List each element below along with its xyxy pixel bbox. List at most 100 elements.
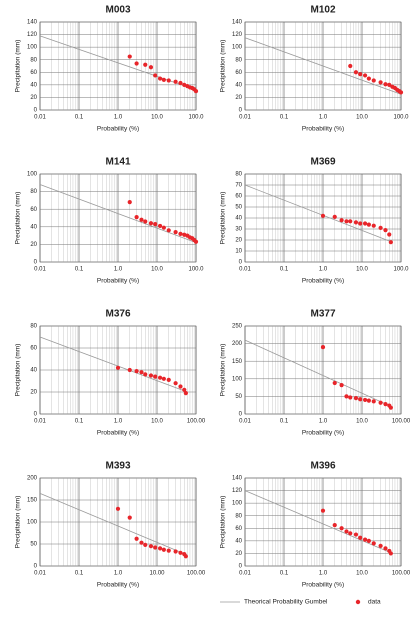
y-tick-label: 250 <box>232 324 243 330</box>
y-tick-label: 60 <box>235 526 242 532</box>
data-point <box>148 221 154 226</box>
data-point <box>320 508 326 513</box>
data-point <box>378 225 383 230</box>
data-point <box>332 380 337 386</box>
legend-label: data <box>368 599 381 606</box>
gumbel-line <box>39 493 188 556</box>
y-tick-label: 0 <box>239 412 243 418</box>
x-tick-label: 0.01 <box>239 267 251 273</box>
x-tick-label: 0.1 <box>280 571 289 577</box>
data-point <box>332 523 337 528</box>
x-axis-label: Probability (%) <box>302 582 344 589</box>
y-tick-label: 100 <box>232 501 243 507</box>
data-point <box>157 546 163 551</box>
y-tick-label: 100 <box>27 45 38 51</box>
x-tick-label: 1.0 <box>114 571 123 577</box>
y-axis-label: Precipitation (mm) <box>15 344 22 397</box>
data-point <box>371 399 376 404</box>
chart-title: M102 <box>310 5 335 16</box>
y-tick-label: 100 <box>27 172 38 178</box>
data-point <box>388 405 393 410</box>
data-point <box>378 543 383 548</box>
x-tick-label: 1.0 <box>114 419 123 425</box>
x-tick-label: 0.1 <box>280 267 289 273</box>
y-tick-label: 20 <box>30 95 37 101</box>
y-tick-label: 80 <box>235 513 242 519</box>
data-point <box>320 345 326 350</box>
data-point <box>173 549 178 554</box>
data-point <box>387 232 392 237</box>
data-point <box>139 540 144 545</box>
y-tick-label: 150 <box>27 498 38 504</box>
y-tick-label: 40 <box>30 368 37 374</box>
data-point <box>178 80 183 86</box>
data-point <box>161 547 166 552</box>
chart-title: M141 <box>105 157 130 168</box>
y-axis-label: Precipitation (mm) <box>220 192 227 245</box>
data-point <box>358 535 363 540</box>
x-axis-label: Probability (%) <box>302 126 344 133</box>
x-tick-label: 0.01 <box>239 571 251 577</box>
legend-label: Theorical Probability Gumbel <box>244 599 328 606</box>
data-point <box>143 372 148 377</box>
y-axis-label: Precipitation (mm) <box>220 40 227 93</box>
data-point <box>148 373 154 378</box>
y-tick-label: 100 <box>232 45 243 51</box>
data-point <box>339 383 344 388</box>
data-point <box>362 397 368 403</box>
y-tick-label: 140 <box>27 20 38 26</box>
data-point <box>348 63 353 69</box>
data-point <box>134 536 139 541</box>
y-tick-label: 100 <box>232 376 243 382</box>
gumbel-line <box>244 339 393 408</box>
y-tick-label: 70 <box>235 183 242 189</box>
y-axis-label: Precipitation (mm) <box>15 40 22 93</box>
data-point <box>366 222 371 227</box>
data-point <box>173 229 178 235</box>
x-tick-label: 0.1 <box>75 115 84 121</box>
y-tick-label: 200 <box>27 476 38 482</box>
y-tick-label: 60 <box>30 346 37 352</box>
data-point <box>115 506 121 511</box>
data-point <box>153 545 158 550</box>
gumbel-line <box>244 490 393 554</box>
y-axis-label: Precipitation (mm) <box>220 496 227 549</box>
data-point <box>332 214 337 219</box>
data-point <box>153 374 158 379</box>
data-point <box>383 82 388 87</box>
data-point <box>348 219 353 224</box>
data-point <box>143 62 148 67</box>
x-tick-label: 0.01 <box>34 419 46 425</box>
data-point <box>153 73 158 78</box>
data-point <box>353 532 359 537</box>
data-point <box>358 72 363 77</box>
x-tick-label: 1.0 <box>114 267 123 273</box>
data-point <box>182 387 187 392</box>
data-point <box>178 550 183 555</box>
data-point <box>348 395 353 400</box>
y-tick-label: 120 <box>232 488 243 494</box>
y-tick-label: 80 <box>30 57 37 63</box>
y-tick-label: 200 <box>232 341 243 347</box>
data-point <box>387 82 392 87</box>
data-point <box>143 542 148 547</box>
x-tick-label: 0.1 <box>280 115 289 121</box>
y-tick-label: 40 <box>235 82 242 88</box>
x-axis-label: Probability (%) <box>302 278 344 285</box>
data-point <box>378 80 383 85</box>
data-point <box>353 220 359 225</box>
data-point <box>339 526 344 531</box>
x-tick-label: 0.1 <box>280 419 289 425</box>
data-point <box>353 396 359 401</box>
y-tick-label: 30 <box>235 227 242 233</box>
data-point <box>383 402 388 407</box>
x-tick-label: 100.0 <box>393 267 409 273</box>
data-point <box>193 239 199 244</box>
y-axis-label: Precipitation (mm) <box>15 192 22 245</box>
y-tick-label: 10 <box>235 249 242 255</box>
x-tick-label: 100.00 <box>392 419 410 425</box>
data-point <box>139 370 144 375</box>
y-tick-label: 140 <box>232 20 243 26</box>
x-tick-label: 100.00 <box>187 571 206 577</box>
y-axis-label: Precipitation (mm) <box>15 496 22 549</box>
